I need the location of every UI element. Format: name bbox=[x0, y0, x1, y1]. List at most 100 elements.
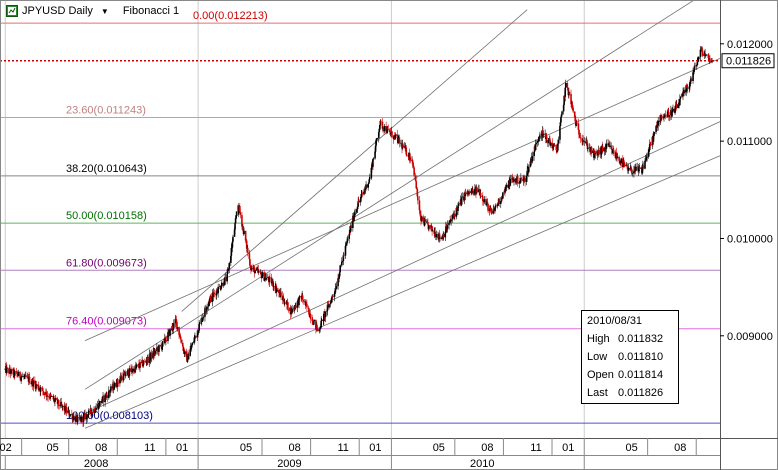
candle-body bbox=[516, 176, 519, 184]
candle-body bbox=[249, 259, 251, 266]
candle-body bbox=[656, 124, 658, 128]
candle-body bbox=[83, 415, 85, 416]
candle-body bbox=[263, 278, 266, 281]
candle-body bbox=[431, 230, 434, 232]
candle-body bbox=[147, 356, 149, 363]
candle-body bbox=[41, 388, 44, 392]
candle-body bbox=[391, 131, 393, 138]
candle-body bbox=[281, 295, 284, 301]
candle-body bbox=[627, 167, 630, 171]
candle-body bbox=[95, 407, 97, 410]
month-label: 05 bbox=[240, 442, 252, 454]
candle-body bbox=[561, 111, 563, 115]
candle-body bbox=[20, 376, 22, 380]
candle-body bbox=[232, 236, 234, 242]
candle-body bbox=[542, 130, 544, 135]
candle-body bbox=[449, 221, 452, 223]
candle-body bbox=[337, 278, 339, 287]
candle-body bbox=[254, 270, 256, 274]
candle-body bbox=[193, 341, 195, 343]
candle-body bbox=[442, 233, 445, 238]
candle-body bbox=[394, 134, 397, 136]
candle-body bbox=[700, 49, 702, 51]
candle-body bbox=[486, 202, 489, 205]
candle-body bbox=[631, 173, 634, 175]
candle-body bbox=[276, 289, 279, 291]
symbol-label[interactable]: JPYUSD Daily bbox=[22, 5, 93, 17]
candle-body bbox=[389, 129, 391, 133]
candle-body bbox=[76, 417, 79, 423]
candle-body bbox=[167, 332, 170, 333]
candle-body bbox=[143, 361, 146, 363]
candle-body bbox=[616, 157, 618, 159]
candle-body bbox=[449, 220, 451, 222]
candle-body bbox=[193, 338, 196, 342]
candle-body bbox=[36, 384, 38, 386]
study-label[interactable]: Fibonacci 1 bbox=[122, 5, 180, 17]
candle-body bbox=[396, 134, 399, 138]
candle-body bbox=[622, 161, 625, 168]
candle-body bbox=[494, 205, 497, 208]
candle-body bbox=[579, 137, 582, 139]
candle-body bbox=[557, 139, 560, 144]
candle-body bbox=[257, 269, 260, 273]
month-label: 11 bbox=[337, 442, 348, 454]
candle-body bbox=[220, 288, 222, 290]
candle-body bbox=[62, 405, 64, 407]
candle-body bbox=[234, 218, 237, 224]
x-axis[interactable]: 0205081101050811010508110105082007200820… bbox=[0, 438, 697, 470]
candle-body bbox=[223, 278, 226, 285]
candle-body bbox=[377, 132, 380, 139]
fibonacci-levels[interactable]: 0.00(0.012213) 23.60(0.011243) 38.20(0.010… bbox=[0, 10, 720, 424]
y-tick-label: 0.009000 bbox=[727, 331, 773, 343]
candle-body bbox=[226, 273, 228, 282]
candle-body bbox=[509, 178, 512, 186]
candle-body bbox=[645, 156, 648, 160]
y-axis[interactable]: 0.009000 0.010000 0.011000 0.012000 0.011826 bbox=[720, 39, 775, 343]
last-price-label: 0.011826 bbox=[726, 56, 771, 68]
candle-body bbox=[489, 208, 492, 211]
candle-body bbox=[39, 387, 42, 392]
fib-level-label: 38.20(0.010643) bbox=[66, 163, 147, 175]
candle-body bbox=[319, 328, 321, 330]
candle-body bbox=[139, 362, 142, 364]
candle-body bbox=[370, 167, 373, 179]
candle-body bbox=[68, 415, 71, 417]
chart-icon[interactable] bbox=[6, 5, 18, 17]
candle-body bbox=[295, 305, 297, 308]
candle-body bbox=[185, 351, 188, 357]
candle-body bbox=[333, 293, 336, 297]
candle-body bbox=[454, 214, 456, 217]
candle-body bbox=[142, 361, 145, 365]
candle-body bbox=[683, 89, 685, 94]
candle-body bbox=[671, 111, 674, 113]
candle-body bbox=[546, 140, 549, 144]
candle-body bbox=[661, 115, 663, 118]
candle-body bbox=[136, 364, 138, 367]
candle-body bbox=[352, 215, 354, 228]
triangle-down-icon[interactable]: ▼ bbox=[100, 6, 109, 16]
candle-body bbox=[94, 411, 96, 413]
candle-body bbox=[334, 287, 337, 293]
candle-body bbox=[171, 325, 174, 330]
candle-body bbox=[342, 260, 344, 262]
candle-body bbox=[668, 115, 671, 117]
candle-body bbox=[663, 115, 666, 117]
candle-body bbox=[597, 153, 599, 156]
candle-body bbox=[205, 309, 208, 311]
candle-body bbox=[350, 225, 353, 228]
candle-body bbox=[329, 301, 332, 305]
candle-body bbox=[343, 255, 345, 257]
info-value: 0.011826 bbox=[618, 387, 664, 399]
candle-body bbox=[382, 127, 385, 130]
candle-body bbox=[415, 181, 418, 189]
month-label: 08 bbox=[481, 442, 493, 454]
fib-level-label: 0.00(0.012213) bbox=[193, 10, 268, 22]
candle-body bbox=[230, 247, 233, 256]
candle-body bbox=[116, 379, 119, 387]
candle-body bbox=[519, 180, 522, 182]
candle-body bbox=[601, 146, 604, 152]
candle-body bbox=[710, 60, 713, 63]
candle-body bbox=[198, 323, 201, 325]
